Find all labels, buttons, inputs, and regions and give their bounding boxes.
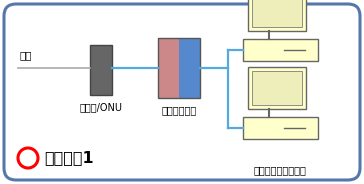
Bar [248, 0, 305, 31]
Bar [243, 117, 318, 139]
Text: 有線ルーター: 有線ルーター [161, 105, 197, 115]
Bar [252, 0, 301, 27]
Text: パターン1: パターン1 [44, 151, 94, 165]
Bar [243, 39, 318, 61]
Text: モデム/ONU: モデム/ONU [79, 102, 123, 112]
Bar [90, 45, 112, 95]
Bar [158, 38, 179, 98]
FancyBboxPatch shape [4, 4, 360, 180]
Text: 回線: 回線 [20, 50, 32, 60]
Bar [179, 38, 200, 98]
Text: またはゲーム機など: またはゲーム機など [254, 165, 306, 175]
Bar [252, 71, 301, 105]
Bar [158, 38, 200, 98]
Bar [248, 67, 305, 109]
